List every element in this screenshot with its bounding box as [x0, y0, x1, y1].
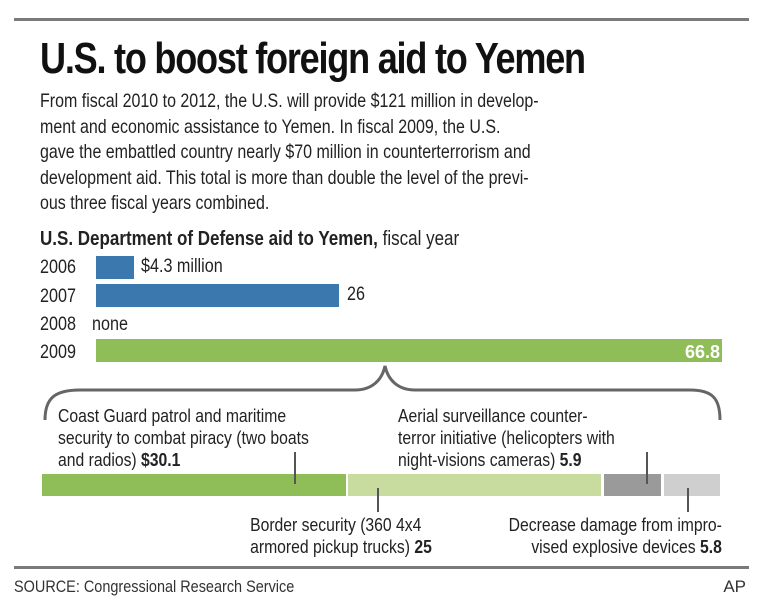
leader-line — [646, 452, 648, 484]
value-2006: $4.3 million — [141, 256, 223, 277]
bar-2007 — [96, 284, 339, 307]
source-text: SOURCE: Congressional Research Service — [14, 577, 295, 596]
note-line: Coast Guard patrol and maritime — [58, 405, 287, 426]
note-value: 5.8 — [700, 536, 722, 557]
top-rule — [14, 18, 749, 21]
note-line: Aerial surveillance counter- — [398, 405, 588, 426]
bottom-rule — [14, 566, 749, 569]
intro-line: gave the embattled country nearly $70 mi… — [40, 141, 531, 163]
note-line: Border security (360 4x4 — [250, 514, 422, 535]
chart-title-bold: U.S. Department of Defense aid to Yemen, — [40, 228, 378, 250]
intro-line: From fiscal 2010 to 2012, the U.S. will … — [40, 90, 539, 112]
segment-aerial — [604, 474, 661, 496]
bar-2009 — [96, 339, 722, 362]
bar-2006 — [96, 256, 134, 279]
note-aerial: Aerial surveillance counter- terror init… — [398, 405, 615, 471]
note-line: armored pickup trucks) — [250, 536, 415, 557]
chart-title-rest: fiscal year — [377, 228, 460, 250]
value-2008: none — [92, 314, 128, 335]
note-ied: Decrease damage from impro- vised explos… — [509, 514, 722, 558]
year-label-2006: 2006 — [40, 257, 76, 278]
note-value: 25 — [414, 536, 432, 557]
note-border-security: Border security (360 4x4 armored pickup … — [250, 514, 432, 558]
intro-line: ment and economic assistance to Yemen. I… — [40, 115, 501, 138]
segment-ied — [664, 474, 720, 496]
chart-title: U.S. Department of Defense aid to Yemen,… — [40, 228, 459, 251]
intro-line: development aid. This total is more than… — [40, 166, 529, 189]
leader-line — [687, 488, 689, 512]
intro-line: ous three fiscal years combined. — [40, 192, 270, 214]
year-label-2009: 2009 — [40, 342, 76, 363]
note-line: night-visions cameras) — [398, 449, 560, 470]
segment-border-security — [348, 474, 601, 496]
note-coast-guard: Coast Guard patrol and maritime security… — [58, 405, 309, 471]
note-value: 5.9 — [559, 449, 582, 470]
page-title: U.S. to boost foreign aid to Yemen — [40, 34, 586, 83]
year-label-2007: 2007 — [40, 286, 76, 307]
note-value: $30.1 — [141, 449, 181, 470]
note-line: vised explosive devices — [531, 536, 701, 557]
leader-line — [377, 488, 379, 512]
note-line: security to combat piracy (two boats — [58, 427, 309, 448]
year-label-2008: 2008 — [40, 314, 76, 335]
note-line: terror initiative (helicopters with — [398, 427, 615, 448]
note-line: and radios) — [58, 449, 142, 470]
note-line: Decrease damage from impro- — [508, 514, 722, 535]
intro-paragraph: From fiscal 2010 to 2012, the U.S. will … — [40, 89, 745, 217]
value-2009: 66.8 — [684, 342, 720, 362]
value-2007: 26 — [347, 284, 365, 305]
segment-coast-guard — [42, 474, 346, 496]
leader-line — [294, 452, 296, 484]
credit-text: AP — [723, 577, 746, 596]
